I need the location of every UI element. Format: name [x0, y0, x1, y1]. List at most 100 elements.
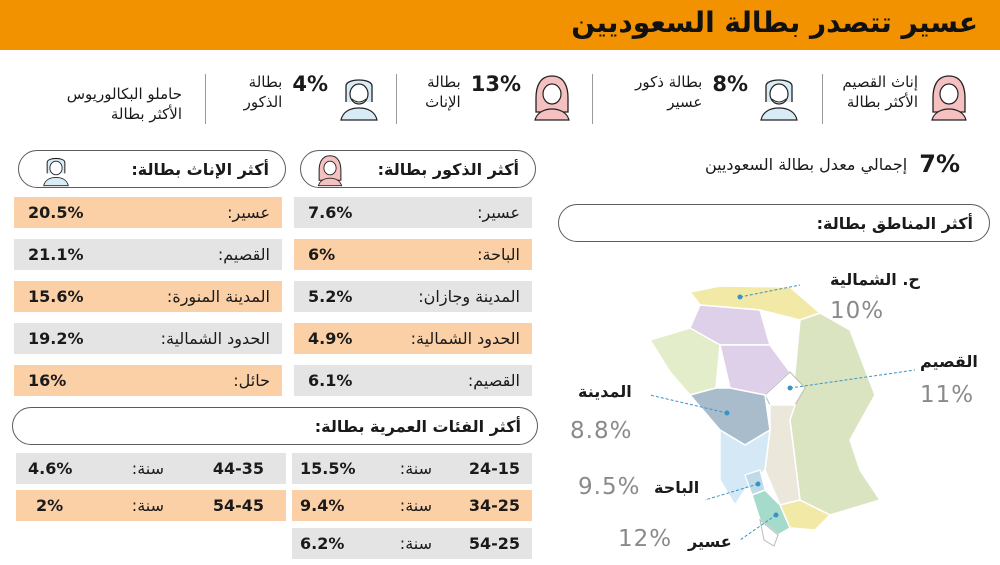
stat-label-line1: حاملو البكالوريوس [66, 85, 182, 103]
stat-label-line2: عسير [667, 93, 703, 111]
region-value: 16% [28, 371, 67, 390]
divider [396, 74, 397, 124]
female-row: حائل: 16% [14, 365, 282, 396]
stat-asir-males: 8% بطالة ذكور عسير [635, 72, 800, 122]
map-label-value: 8.8% [570, 418, 633, 444]
age-row: 54-25 سنة: 6.2% [292, 528, 532, 559]
age-row: 34-25 سنة: 9.4% [292, 490, 532, 521]
region-value: 19.2% [28, 329, 84, 348]
male-row: الحدود الشمالية: 4.9% [294, 323, 532, 354]
region-name: القصيم: [467, 371, 520, 390]
male-avatar-icon [43, 157, 69, 187]
stat-label-line1: إناث القصيم [842, 73, 918, 91]
age-range: 24-15 [468, 459, 520, 478]
overall-rate: 7% إجمالي معدل بطالة السعوديين [705, 150, 960, 178]
stat-label-line1: بطالة [248, 73, 283, 91]
stat-label-line2: الأكثر بطالة [110, 105, 182, 123]
age-value: 2% [36, 496, 64, 515]
age-row: 24-15 سنة: 15.5% [292, 453, 532, 484]
divider [205, 74, 206, 124]
map-region-qassim [764, 371, 806, 406]
region-value: 7.6% [308, 203, 353, 222]
stat-females: 13% بطالة الإناث [425, 72, 573, 122]
age-range: 54-25 [468, 534, 520, 553]
regions-title: أكثر المناطق بطالة: [816, 213, 973, 233]
male-row: عسير: 7.6% [294, 197, 532, 228]
region-value: 6% [308, 245, 336, 264]
male-avatar-icon [760, 79, 798, 121]
stat-label-line1: بطالة [427, 73, 461, 91]
females-title: أكثر الإناث بطالة: [131, 159, 269, 179]
stat-bachelor: حاملو البكالوريوس الأكثر بطالة [67, 84, 182, 124]
age-unit: سنة: [131, 459, 164, 478]
age-unit: سنة: [399, 534, 432, 553]
overall-label: إجمالي معدل بطالة السعوديين [704, 154, 908, 174]
header-bar [0, 0, 1000, 50]
map-region-eastern [789, 312, 882, 516]
female-row: المدينة المنورة: 15.6% [14, 281, 282, 312]
age-unit: سنة: [399, 496, 432, 515]
region-name: حائل: [233, 371, 270, 390]
age-value: 15.5% [300, 459, 356, 478]
female-avatar-icon [534, 75, 570, 121]
males-title: أكثر الذكور بطالة: [377, 159, 519, 179]
age-value: 6.2% [300, 534, 345, 553]
region-value: 4.9% [308, 329, 353, 348]
ages-title: أكثر الفئات العمرية بطالة: [314, 416, 521, 436]
overall-pct: 7% [919, 150, 960, 178]
region-name: الحدود الشمالية: [160, 329, 270, 348]
map-label-name: عسير [688, 532, 732, 551]
map-label-value: 10% [830, 298, 885, 324]
stat-pct: 4% [292, 72, 328, 96]
region-value: 15.6% [28, 287, 84, 306]
males-header: أكثر الذكور بطالة: [300, 150, 536, 188]
stat-label-line2: الإناث [425, 93, 461, 111]
male-row: المدينة وجازان: 5.2% [294, 281, 532, 312]
female-row: الحدود الشمالية: 19.2% [14, 323, 282, 354]
map-label-value: 11% [920, 382, 975, 408]
region-value: 21.1% [28, 245, 84, 264]
divider [822, 74, 823, 124]
female-avatar-icon [931, 75, 967, 121]
map-label-name: القصيم [920, 352, 978, 371]
male-row: الباحة: 6% [294, 239, 532, 270]
age-value: 4.6% [28, 459, 73, 478]
region-name: المدينة المنورة: [166, 287, 270, 306]
region-value: 6.1% [308, 371, 353, 390]
age-unit: سنة: [399, 459, 432, 478]
region-name: عسير: [227, 203, 270, 222]
map-label-name: ح. الشمالية [830, 270, 920, 289]
region-name: الحدود الشمالية: [410, 329, 520, 348]
male-avatar-icon [340, 79, 378, 121]
age-unit: سنة: [131, 496, 164, 515]
region-name: الباحة: [477, 245, 520, 264]
age-value: 9.4% [300, 496, 345, 515]
age-range: 44-35 [212, 459, 264, 478]
ages-header: أكثر الفئات العمرية بطالة: [12, 407, 538, 445]
age-range: 34-25 [468, 496, 520, 515]
saudi-map [648, 284, 916, 547]
map-label-name: المدينة [578, 382, 632, 401]
region-value: 5.2% [308, 287, 353, 306]
stat-label-line1: بطالة ذكور [635, 73, 703, 91]
male-row: القصيم: 6.1% [294, 365, 532, 396]
regions-header: أكثر المناطق بطالة: [558, 204, 990, 242]
females-header: أكثر الإناث بطالة: [18, 150, 286, 188]
age-row: 54-45 سنة: 2% [16, 490, 286, 521]
map-region-jazan [759, 518, 779, 547]
stat-label-line2: الأكثر بطالة [846, 93, 918, 111]
map-label-value: 12% [618, 526, 673, 552]
female-avatar-icon [317, 155, 343, 187]
age-row: 44-35 سنة: 4.6% [16, 453, 286, 484]
female-row: القصيم: 21.1% [14, 239, 282, 270]
divider [592, 74, 593, 124]
map-label-name: الباحة [654, 478, 700, 497]
female-row: عسير: 20.5% [14, 197, 282, 228]
region-name: المدينة وجازان: [418, 287, 520, 306]
stat-label-line2: الذكور [243, 93, 283, 111]
region-name: عسير: [477, 203, 520, 222]
region-value: 20.5% [28, 203, 84, 222]
stat-males: 4% بطالة الذكور [244, 72, 380, 122]
stat-qassim-females: إناث القصيم الأكثر بطالة [842, 72, 970, 122]
stat-pct: 8% [712, 72, 748, 96]
